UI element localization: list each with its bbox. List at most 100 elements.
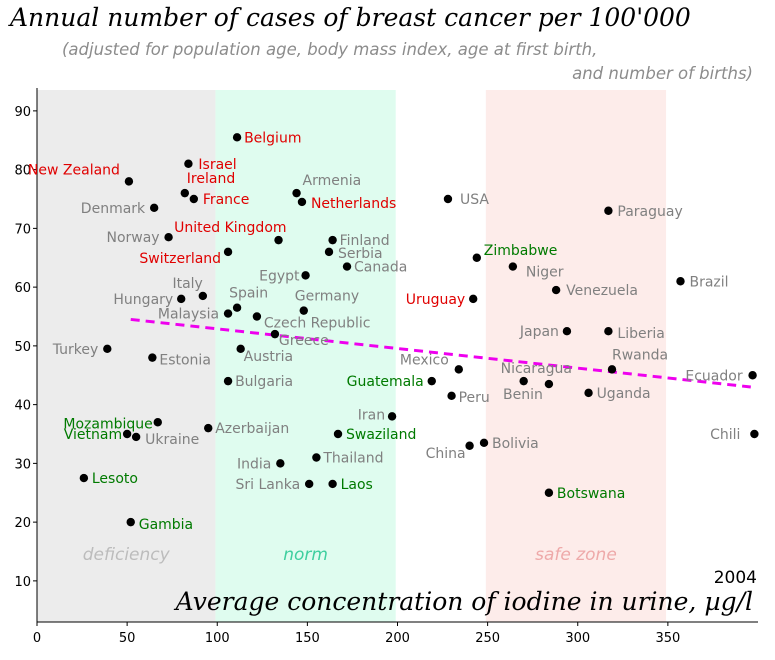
point-label: Mexico: [400, 352, 449, 368]
point-label: Peru: [459, 390, 490, 406]
point-label: Japan: [519, 324, 559, 340]
point-label: Canada: [354, 260, 407, 276]
data-point: [454, 365, 463, 374]
point-label: Liberia: [617, 326, 664, 342]
point-label: Chili: [710, 427, 740, 443]
data-point: [297, 197, 307, 207]
zone-label: deficiency: [83, 545, 171, 565]
data-point: [252, 312, 262, 321]
point-label: Ukraine: [145, 432, 199, 448]
data-point: [177, 294, 186, 304]
point-label: Uganda: [597, 386, 651, 402]
data-point: [479, 438, 489, 448]
zone-label: safe zone: [535, 545, 617, 565]
data-point: [427, 376, 436, 386]
point-label: Turkey: [52, 342, 99, 358]
data-point: [180, 188, 190, 198]
data-point: [328, 235, 337, 245]
x-tick-label: 250: [475, 631, 500, 646]
data-point: [223, 309, 233, 318]
y-tick-label: 70: [14, 222, 31, 237]
zone-safe-zone: [485, 90, 667, 622]
point-labels: Belgium Israel New Zealand Ireland France Den…: [28, 130, 743, 533]
point-label: Italy: [172, 276, 202, 292]
data-points: [79, 133, 759, 527]
point-label: Vietnam: [64, 427, 122, 443]
point-label: Mozambique: [63, 416, 152, 432]
point-label: Rwanda: [612, 347, 668, 363]
point-label: Israel: [198, 157, 236, 173]
point-label: Uruguay: [406, 292, 466, 308]
data-point: [324, 247, 334, 257]
chart-subtitle-line-2: and number of births): [572, 64, 753, 83]
data-point: [274, 235, 283, 245]
data-point: [465, 441, 474, 450]
data-point: [328, 479, 337, 489]
point-label: Azerbaijan: [215, 421, 289, 437]
data-point: [223, 247, 233, 257]
data-point: [79, 473, 89, 483]
data-point: [748, 371, 757, 380]
point-label: Guatemala: [347, 374, 424, 390]
data-point: [312, 453, 321, 462]
data-point: [189, 194, 199, 204]
data-point: [236, 344, 245, 354]
point-label: Malaysia: [158, 307, 219, 323]
point-label: Norway: [106, 230, 159, 246]
point-label: Lesoto: [92, 471, 138, 487]
point-label: Bolivia: [492, 436, 539, 452]
zone-norm: [215, 90, 396, 622]
data-point: [562, 326, 572, 336]
point-label: Egypt: [259, 268, 300, 284]
point-label: Bulgaria: [235, 374, 293, 390]
point-label: Gambia: [139, 517, 193, 533]
point-label: Denmark: [81, 201, 146, 217]
data-point: [584, 388, 593, 398]
point-label: United Kingdom: [174, 220, 286, 236]
point-label: China: [426, 446, 466, 462]
data-point: [544, 488, 554, 497]
point-label: Laos: [341, 477, 373, 493]
data-point: [131, 432, 141, 442]
point-label: Nicaragua: [501, 361, 572, 377]
point-label: Swaziland: [346, 427, 416, 443]
axes: 10 20 30 40 50 60 70 80 90 0 50 100 150 200 250 300 350: [14, 88, 758, 646]
point-label: Paraguay: [617, 204, 682, 220]
point-label: Czech Republic: [264, 316, 371, 332]
x-tick-label: 200: [385, 631, 410, 646]
x-tick-label: 100: [205, 631, 230, 646]
point-label: Belgium: [244, 130, 301, 146]
data-point: [153, 418, 162, 427]
point-label: Austria: [244, 349, 293, 365]
data-point: [276, 459, 285, 468]
point-label: Serbia: [338, 246, 383, 262]
data-point: [544, 379, 554, 389]
data-point: [676, 277, 685, 286]
chart-subtitle-line-1: (adjusted for population age, body mass …: [62, 40, 598, 59]
data-point: [270, 329, 280, 339]
data-point: [103, 344, 112, 354]
point-label: Niger: [526, 265, 564, 281]
x-tick-label: 300: [565, 631, 590, 646]
data-point: [750, 429, 759, 439]
point-label: Finland: [340, 233, 390, 249]
data-point: [508, 262, 518, 271]
point-label: Ecuador: [685, 368, 742, 384]
data-point: [342, 262, 352, 271]
point-label: Benin: [503, 387, 543, 403]
point-label: Estonia: [159, 353, 211, 369]
y-tick-label: 60: [14, 281, 31, 296]
point-label: Botswana: [557, 486, 625, 502]
data-point: [304, 479, 314, 489]
data-point: [122, 429, 132, 439]
data-point: [333, 429, 343, 439]
data-point: [232, 303, 242, 312]
point-label: Netherlands: [311, 196, 396, 212]
data-point: [232, 133, 242, 142]
data-point: [292, 188, 301, 198]
point-label: Spain: [229, 286, 268, 302]
point-label: Zimbabwe: [484, 243, 558, 259]
data-point: [387, 412, 397, 421]
y-tick-label: 50: [14, 340, 31, 355]
data-point: [604, 326, 613, 336]
